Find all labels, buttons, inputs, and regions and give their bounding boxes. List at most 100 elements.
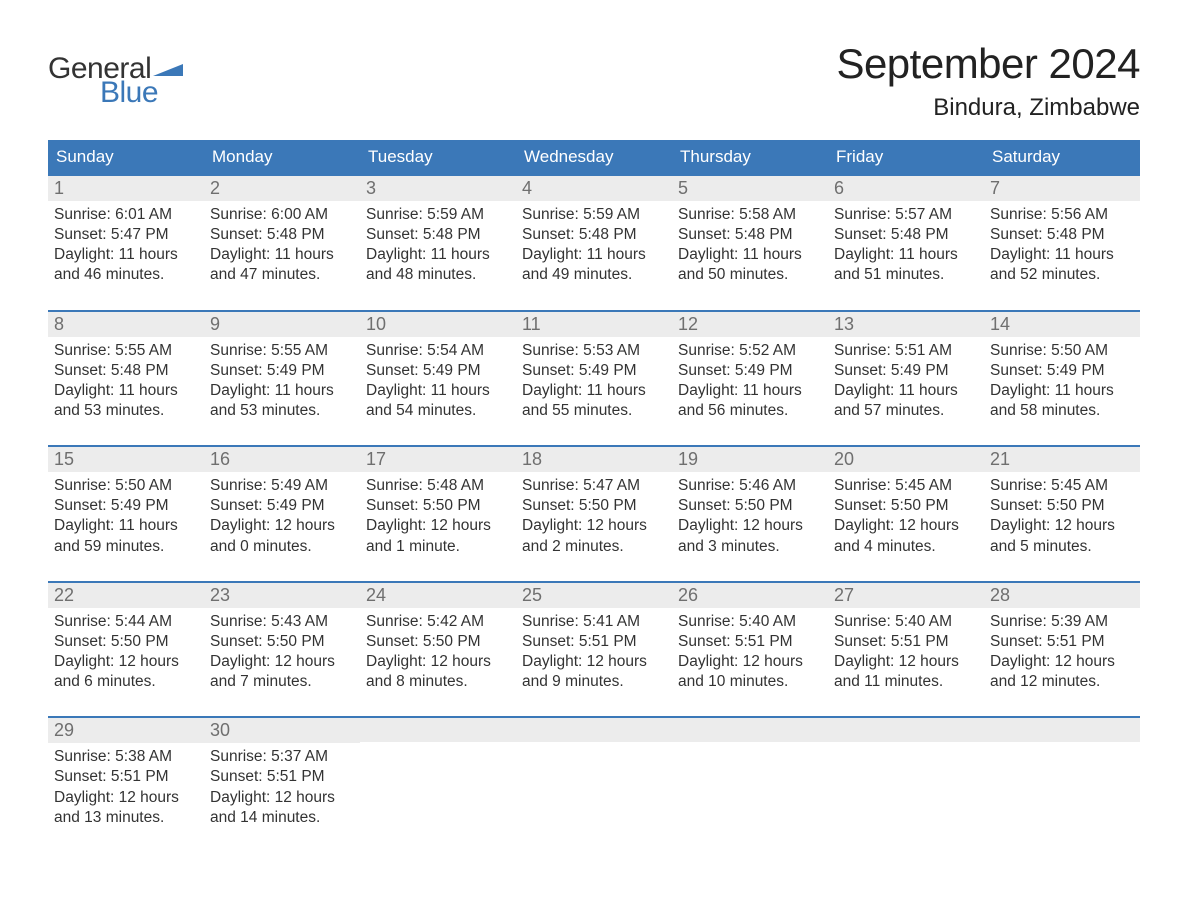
day-line-sunrise: Sunrise: 5:49 AM xyxy=(210,476,352,496)
day-number-row: 18 xyxy=(516,447,672,472)
day-line-d1: Daylight: 11 hours xyxy=(366,245,508,265)
day-line-sunset: Sunset: 5:50 PM xyxy=(834,496,976,516)
day-line-sunrise: Sunrise: 5:40 AM xyxy=(678,612,820,632)
day-line-sunset: Sunset: 5:51 PM xyxy=(522,632,664,652)
day-line-sunset: Sunset: 5:51 PM xyxy=(990,632,1132,652)
day-line-sunrise: Sunrise: 5:55 AM xyxy=(54,341,196,361)
day-line-d1: Daylight: 12 hours xyxy=(834,652,976,672)
day-number-row xyxy=(360,718,516,742)
day-body: Sunrise: 5:52 AMSunset: 5:49 PMDaylight:… xyxy=(672,337,828,426)
day-number-row: 4 xyxy=(516,176,672,201)
day-line-sunrise: Sunrise: 5:57 AM xyxy=(834,205,976,225)
calendar-day-cell: 27Sunrise: 5:40 AMSunset: 5:51 PMDayligh… xyxy=(828,583,984,697)
calendar-day-cell: 13Sunrise: 5:51 AMSunset: 5:49 PMDayligh… xyxy=(828,312,984,426)
day-line-d1: Daylight: 11 hours xyxy=(522,245,664,265)
day-number-row: 27 xyxy=(828,583,984,608)
day-number: 29 xyxy=(54,720,74,740)
day-body: Sunrise: 5:57 AMSunset: 5:48 PMDaylight:… xyxy=(828,201,984,290)
day-number-row: 20 xyxy=(828,447,984,472)
brand-logo: General Blue xyxy=(48,30,183,108)
day-line-sunset: Sunset: 5:49 PM xyxy=(210,496,352,516)
day-body: Sunrise: 5:40 AMSunset: 5:51 PMDaylight:… xyxy=(672,608,828,697)
day-line-sunrise: Sunrise: 5:50 AM xyxy=(54,476,196,496)
day-line-d2: and 58 minutes. xyxy=(990,401,1132,421)
calendar-week: 29Sunrise: 5:38 AMSunset: 5:51 PMDayligh… xyxy=(48,716,1140,832)
calendar-day-cell: 29Sunrise: 5:38 AMSunset: 5:51 PMDayligh… xyxy=(48,718,204,832)
calendar-day-cell: 7Sunrise: 5:56 AMSunset: 5:48 PMDaylight… xyxy=(984,176,1140,290)
calendar-day-cell: 5Sunrise: 5:58 AMSunset: 5:48 PMDaylight… xyxy=(672,176,828,290)
day-line-d1: Daylight: 12 hours xyxy=(366,652,508,672)
day-body: Sunrise: 5:43 AMSunset: 5:50 PMDaylight:… xyxy=(204,608,360,697)
day-body: Sunrise: 5:56 AMSunset: 5:48 PMDaylight:… xyxy=(984,201,1140,290)
day-line-sunrise: Sunrise: 5:43 AM xyxy=(210,612,352,632)
day-body: Sunrise: 5:46 AMSunset: 5:50 PMDaylight:… xyxy=(672,472,828,561)
day-number: 28 xyxy=(990,585,1010,605)
day-line-d1: Daylight: 11 hours xyxy=(210,381,352,401)
day-line-sunset: Sunset: 5:48 PM xyxy=(366,225,508,245)
day-line-d2: and 46 minutes. xyxy=(54,265,196,285)
day-number-row: 12 xyxy=(672,312,828,337)
day-line-d1: Daylight: 11 hours xyxy=(54,516,196,536)
day-line-sunrise: Sunrise: 5:39 AM xyxy=(990,612,1132,632)
day-body: Sunrise: 5:37 AMSunset: 5:51 PMDaylight:… xyxy=(204,743,360,832)
day-line-d2: and 59 minutes. xyxy=(54,537,196,557)
day-line-d2: and 54 minutes. xyxy=(366,401,508,421)
day-line-d2: and 10 minutes. xyxy=(678,672,820,692)
day-body: Sunrise: 6:01 AMSunset: 5:47 PMDaylight:… xyxy=(48,201,204,290)
day-line-sunrise: Sunrise: 5:45 AM xyxy=(990,476,1132,496)
day-line-d2: and 57 minutes. xyxy=(834,401,976,421)
day-line-sunrise: Sunrise: 5:59 AM xyxy=(522,205,664,225)
calendar-day-cell: 25Sunrise: 5:41 AMSunset: 5:51 PMDayligh… xyxy=(516,583,672,697)
title-block: September 2024 Bindura, Zimbabwe xyxy=(836,30,1140,128)
day-number-row: 19 xyxy=(672,447,828,472)
day-number-row: 13 xyxy=(828,312,984,337)
day-number: 21 xyxy=(990,449,1010,469)
day-line-sunset: Sunset: 5:49 PM xyxy=(678,361,820,381)
day-number: 9 xyxy=(210,314,220,334)
day-line-sunrise: Sunrise: 5:56 AM xyxy=(990,205,1132,225)
calendar-page: General Blue September 2024 Bindura, Zim… xyxy=(0,0,1188,872)
day-number: 15 xyxy=(54,449,74,469)
day-line-d2: and 6 minutes. xyxy=(54,672,196,692)
dow-wednesday: Wednesday xyxy=(516,140,672,174)
day-body: Sunrise: 5:45 AMSunset: 5:50 PMDaylight:… xyxy=(984,472,1140,561)
day-body: Sunrise: 6:00 AMSunset: 5:48 PMDaylight:… xyxy=(204,201,360,290)
day-line-d1: Daylight: 12 hours xyxy=(990,516,1132,536)
calendar-day-cell: 28Sunrise: 5:39 AMSunset: 5:51 PMDayligh… xyxy=(984,583,1140,697)
calendar-day-cell: 20 Sunrise: 5:45 AMSunset: 5:50 PMDayligh… xyxy=(828,447,984,561)
brand-word2: Blue xyxy=(48,78,183,108)
day-line-sunrise: Sunrise: 5:41 AM xyxy=(522,612,664,632)
day-number: 17 xyxy=(366,449,386,469)
day-line-d2: and 1 minute. xyxy=(366,537,508,557)
day-body: Sunrise: 5:50 AMSunset: 5:49 PMDaylight:… xyxy=(984,337,1140,426)
day-line-d1: Daylight: 11 hours xyxy=(990,245,1132,265)
calendar-day-cell: 14Sunrise: 5:50 AMSunset: 5:49 PMDayligh… xyxy=(984,312,1140,426)
day-line-d1: Daylight: 12 hours xyxy=(834,516,976,536)
day-body: Sunrise: 5:42 AMSunset: 5:50 PMDaylight:… xyxy=(360,608,516,697)
day-line-sunrise: Sunrise: 5:45 AM xyxy=(834,476,976,496)
dow-monday: Monday xyxy=(204,140,360,174)
day-number: 5 xyxy=(678,178,688,198)
dow-thursday: Thursday xyxy=(672,140,828,174)
day-line-d2: and 0 minutes. xyxy=(210,537,352,557)
calendar-day-cell: 19Sunrise: 5:46 AMSunset: 5:50 PMDayligh… xyxy=(672,447,828,561)
day-body: Sunrise: 5:53 AMSunset: 5:49 PMDaylight:… xyxy=(516,337,672,426)
day-line-d2: and 51 minutes. xyxy=(834,265,976,285)
day-number: 20 xyxy=(834,449,854,469)
calendar-day-cell: 26Sunrise: 5:40 AMSunset: 5:51 PMDayligh… xyxy=(672,583,828,697)
day-line-sunrise: Sunrise: 5:48 AM xyxy=(366,476,508,496)
day-line-sunrise: Sunrise: 5:40 AM xyxy=(834,612,976,632)
day-number: 25 xyxy=(522,585,542,605)
day-body: Sunrise: 5:50 AMSunset: 5:49 PMDaylight:… xyxy=(48,472,204,561)
day-body: Sunrise: 5:47 AMSunset: 5:50 PMDaylight:… xyxy=(516,472,672,561)
day-line-d1: Daylight: 12 hours xyxy=(522,516,664,536)
day-line-sunrise: Sunrise: 5:54 AM xyxy=(366,341,508,361)
day-line-d2: and 56 minutes. xyxy=(678,401,820,421)
day-line-sunset: Sunset: 5:50 PM xyxy=(366,632,508,652)
day-of-week-header: Sunday Monday Tuesday Wednesday Thursday… xyxy=(48,140,1140,174)
calendar-day-cell: 1Sunrise: 6:01 AMSunset: 5:47 PMDaylight… xyxy=(48,176,204,290)
day-line-d2: and 53 minutes. xyxy=(54,401,196,421)
day-line-d1: Daylight: 11 hours xyxy=(54,245,196,265)
day-line-sunset: Sunset: 5:50 PM xyxy=(54,632,196,652)
day-number-row: 26 xyxy=(672,583,828,608)
